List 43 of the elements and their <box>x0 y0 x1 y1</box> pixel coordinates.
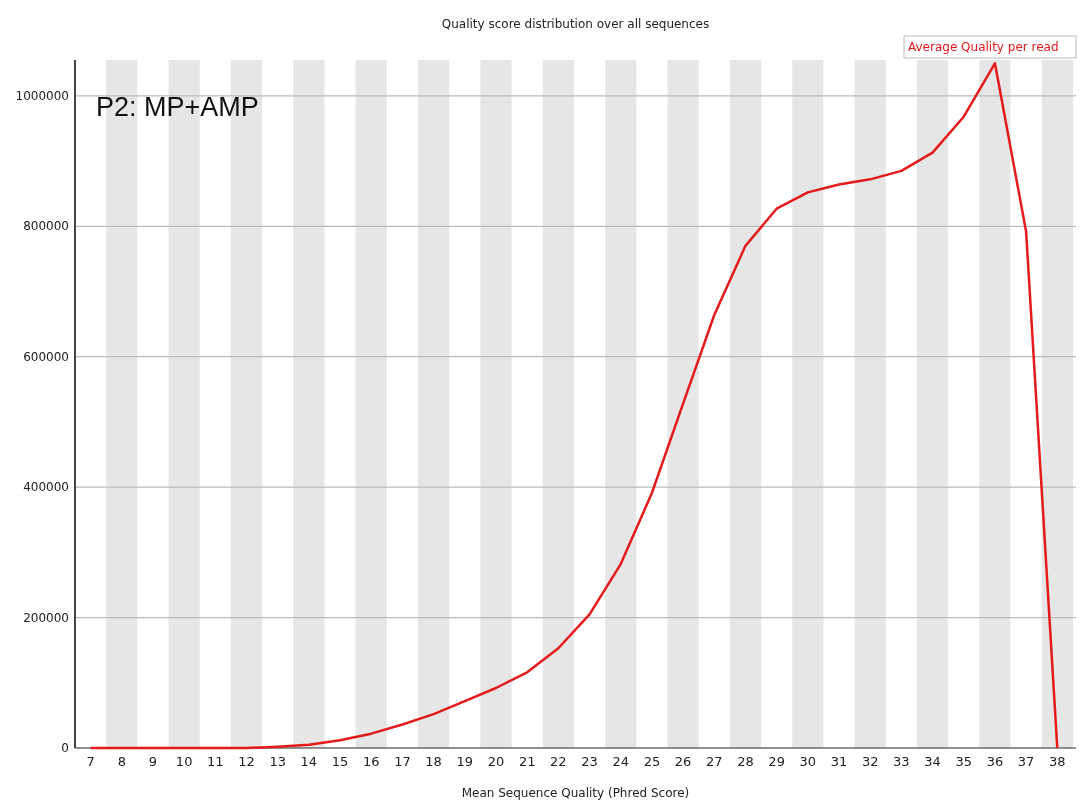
y-tick-label: 1000000 <box>15 89 69 104</box>
x-tick-label: 21 <box>518 754 536 769</box>
x-tick-label: 29 <box>768 754 785 769</box>
x-tick-label: 9 <box>148 754 158 769</box>
x-tick-label: 25 <box>643 754 661 769</box>
x-tick-label: 12 <box>238 754 255 769</box>
x-axis-title: Mean Sequence Quality (Phred Score) <box>461 786 690 800</box>
line-series <box>89 62 1059 750</box>
x-tick-label: 24 <box>612 754 629 769</box>
x-tick-label: 37 <box>1017 754 1035 769</box>
x-tick-label: 28 <box>737 754 754 769</box>
x-tick-label: 8 <box>117 754 126 769</box>
y-tick-label: 400000 <box>23 480 69 495</box>
x-tick-label: 13 <box>269 754 286 769</box>
y-tick-label: 0 <box>61 741 69 756</box>
series-label: Average Quality per read <box>908 40 1059 54</box>
x-tick-label: 27 <box>705 754 723 769</box>
x-tick-label: 14 <box>300 754 318 769</box>
x-tick-label: 34 <box>924 754 941 769</box>
x-tick-label: 30 <box>799 754 817 769</box>
x-tick-label: 17 <box>394 754 411 769</box>
y-tick-label: 600000 <box>23 349 69 364</box>
x-tick-label: 32 <box>861 754 879 769</box>
chart-title: Quality score distribution over all sequences <box>441 17 710 31</box>
x-tick-label: 11 <box>207 754 224 769</box>
x-tick-label: 22 <box>550 754 567 769</box>
y-tick-label: 800000 <box>23 219 69 234</box>
x-tick-label: 20 <box>487 754 505 769</box>
x-tick-label: 35 <box>955 754 973 769</box>
y-tick-label: 200000 <box>23 610 69 625</box>
x-tick-label: 18 <box>425 754 442 769</box>
x-tick-label: 15 <box>331 754 349 769</box>
x-tick-label: 16 <box>362 754 380 769</box>
annotation: P2: MP+AMP <box>96 92 259 122</box>
x-tick-label: 26 <box>674 754 692 769</box>
x-tick-label: 31 <box>830 754 848 769</box>
x-tick-label: 33 <box>893 754 910 769</box>
x-tick-label: 10 <box>175 754 193 769</box>
x-tick-label: 38 <box>1049 754 1066 769</box>
x-tick-label: 7 <box>86 754 95 769</box>
x-tick-label: 19 <box>456 754 474 769</box>
x-tick-label: 23 <box>581 754 598 769</box>
x-tick-label: 36 <box>986 754 1004 769</box>
